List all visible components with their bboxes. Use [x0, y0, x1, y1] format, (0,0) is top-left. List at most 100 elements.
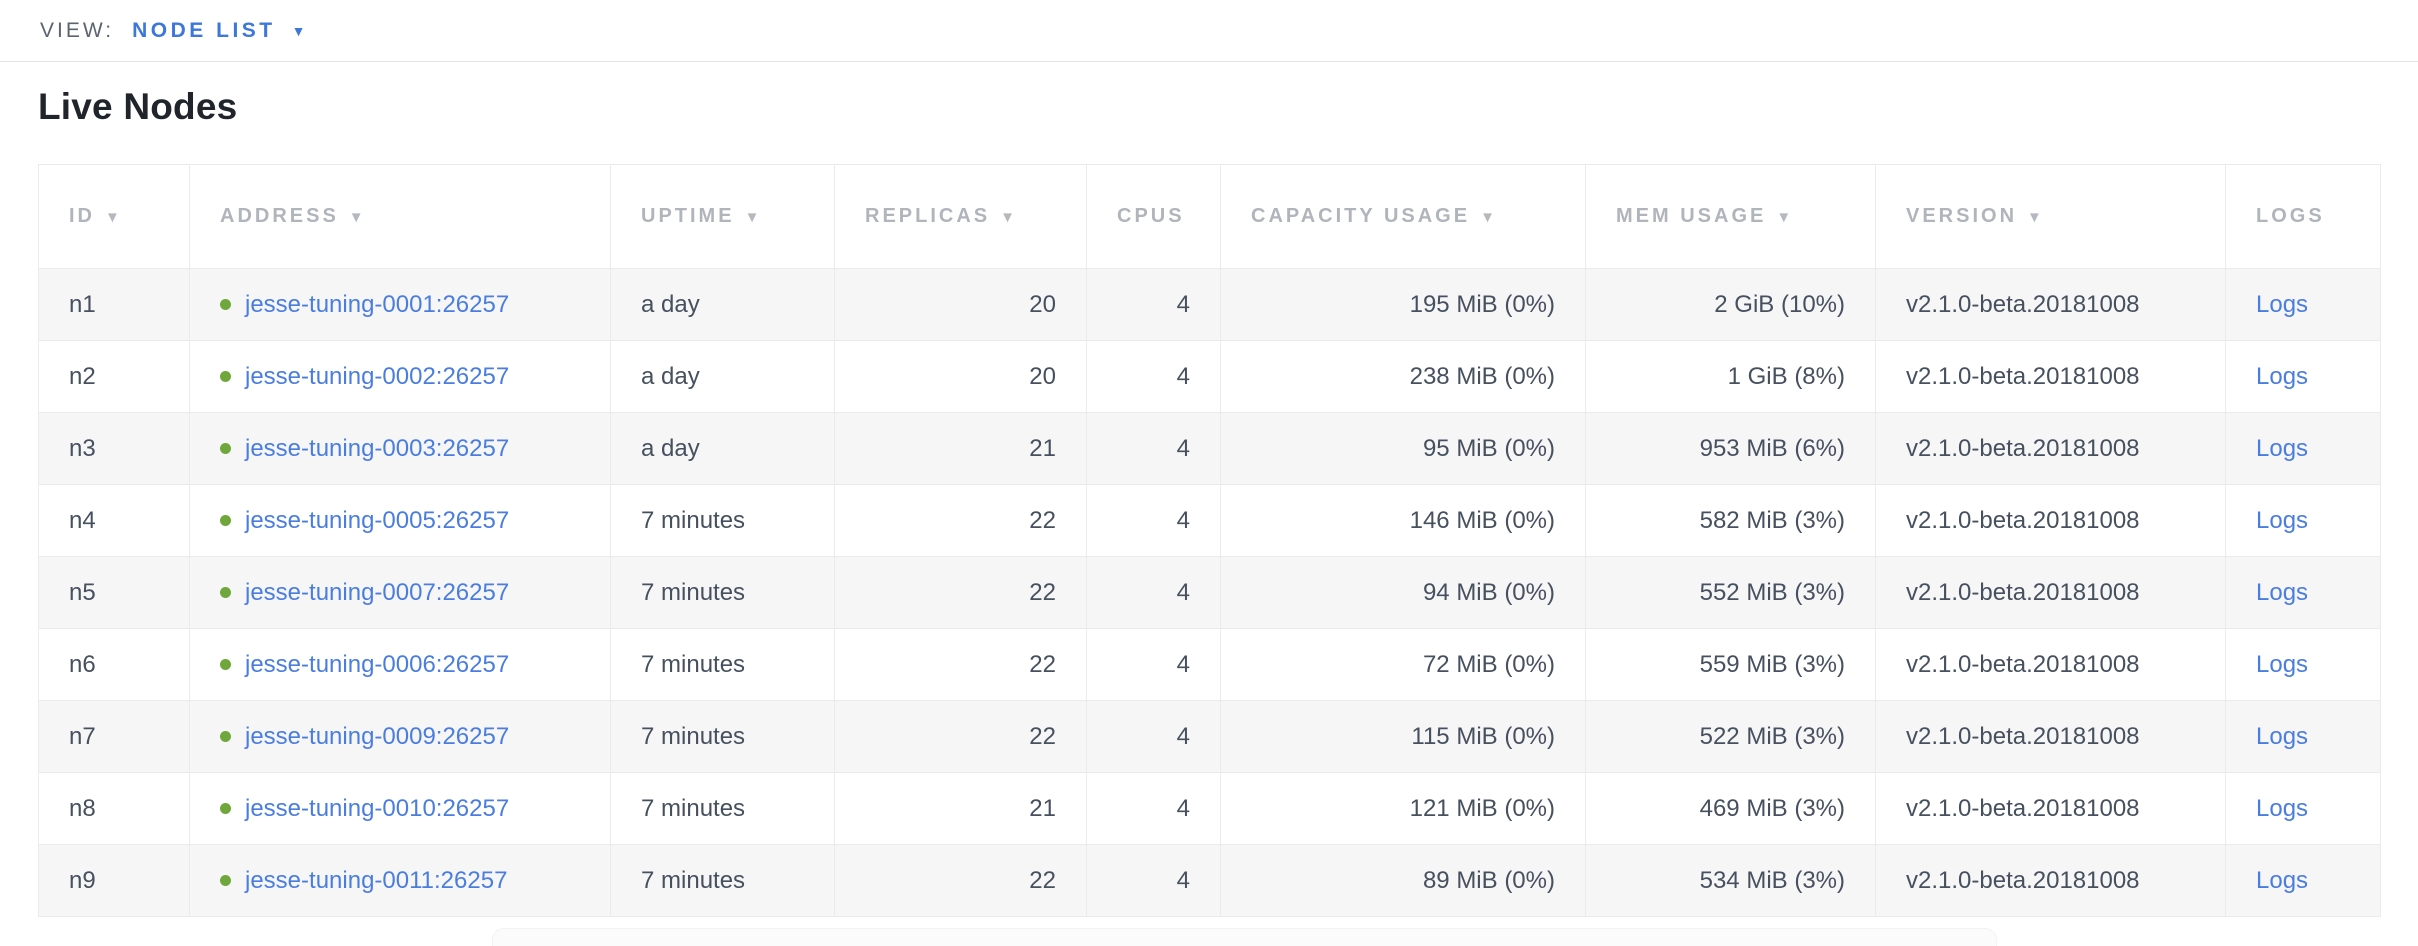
- cell-uptime: a day: [610, 268, 835, 341]
- column-header-cpus: CPUS: [1086, 164, 1221, 269]
- cell-logs: Logs: [2225, 628, 2381, 701]
- node-live-dot: [220, 586, 231, 598]
- table-row: n9 jesse-tuning-0011:26257 7 minutes 22 4 89 …: [38, 844, 2381, 917]
- cell-replicas: 22: [834, 700, 1087, 773]
- node-live-dot: [220, 730, 231, 742]
- logs-link[interactable]: Logs: [2256, 650, 2309, 678]
- cell-logs: Logs: [2225, 268, 2381, 341]
- node-live-dot: [220, 298, 231, 310]
- logs-link[interactable]: Logs: [2256, 290, 2309, 318]
- logs-link[interactable]: Logs: [2256, 722, 2309, 750]
- cell-mem: 1 GiB (8%): [1585, 340, 1876, 413]
- logs-link[interactable]: Logs: [2256, 578, 2309, 606]
- cell-mem: 2 GiB (10%): [1585, 268, 1876, 341]
- table-row: n7 jesse-tuning-0009:26257 7 minutes 22 4 115…: [38, 700, 2381, 773]
- column-header-label: MEM USAGE: [1616, 205, 1767, 227]
- cell-logs: Logs: [2225, 412, 2381, 485]
- table-row: n8 jesse-tuning-0010:26257 7 minutes 21 4 121…: [38, 772, 2381, 845]
- column-header-mem[interactable]: MEM USAGE ▼: [1585, 164, 1876, 269]
- cell-mem: 582 MiB (3%): [1585, 484, 1876, 557]
- cell-version: v2.1.0-beta.20181008: [1875, 628, 2226, 701]
- table-row: n4 jesse-tuning-0005:26257 7 minutes 22 4 146…: [38, 484, 2381, 557]
- cell-version: v2.1.0-beta.20181008: [1875, 844, 2226, 917]
- cell-capacity: 195 MiB (0%): [1220, 268, 1586, 341]
- node-live-dot: [220, 442, 231, 454]
- logs-link[interactable]: Logs: [2256, 794, 2309, 822]
- column-header-id[interactable]: ID ▼: [38, 164, 190, 269]
- address-link[interactable]: jesse-tuning-0003:26257: [245, 434, 510, 462]
- cell-address: jesse-tuning-0006:26257: [189, 628, 611, 701]
- cell-capacity: 72 MiB (0%): [1220, 628, 1586, 701]
- chevron-down-icon: ▼: [291, 22, 306, 39]
- cell-address: jesse-tuning-0005:26257: [189, 484, 611, 557]
- cell-address: jesse-tuning-0011:26257: [189, 844, 611, 917]
- column-header-capacity[interactable]: CAPACITY USAGE ▼: [1220, 164, 1586, 269]
- cell-cpus: 4: [1086, 844, 1221, 917]
- cell-mem: 552 MiB (3%): [1585, 556, 1876, 629]
- logs-link[interactable]: Logs: [2256, 434, 2309, 462]
- address-link[interactable]: jesse-tuning-0011:26257: [245, 866, 508, 894]
- address-link[interactable]: jesse-tuning-0002:26257: [245, 362, 510, 390]
- cell-address: jesse-tuning-0003:26257: [189, 412, 611, 485]
- column-header-logs: LOGS: [2225, 164, 2381, 269]
- cell-uptime: 7 minutes: [610, 772, 835, 845]
- cell-mem: 522 MiB (3%): [1585, 700, 1876, 773]
- column-header-label: CPUS: [1117, 205, 1185, 227]
- logs-link[interactable]: Logs: [2256, 362, 2309, 390]
- logs-link[interactable]: Logs: [2256, 506, 2309, 534]
- cell-id: n1: [38, 268, 190, 341]
- cell-replicas: 20: [834, 268, 1087, 341]
- column-header-uptime[interactable]: UPTIME ▼: [610, 164, 835, 269]
- address-link[interactable]: jesse-tuning-0009:26257: [245, 722, 510, 750]
- column-header-label: ID: [69, 205, 95, 227]
- table-row: n5 jesse-tuning-0007:26257 7 minutes 22 4 94 …: [38, 556, 2381, 629]
- table-body: n1 jesse-tuning-0001:26257 a day 20 4 195 MiB…: [38, 268, 2381, 917]
- cell-cpus: 4: [1086, 628, 1221, 701]
- view-select-dropdown[interactable]: NODE LIST ▼: [132, 19, 305, 43]
- view-bar: VIEW: NODE LIST ▼: [0, 0, 2418, 62]
- live-nodes-table: ID ▼ ADDRESS ▼ UPTIME ▼ REPLICAS ▼ CPUS CAPACITY …: [38, 164, 2381, 917]
- sort-desc-icon: ▼: [744, 209, 763, 226]
- sort-desc-icon: ▼: [105, 209, 123, 226]
- cell-cpus: 4: [1086, 772, 1221, 845]
- cell-capacity: 94 MiB (0%): [1220, 556, 1586, 629]
- address-link[interactable]: jesse-tuning-0010:26257: [245, 794, 510, 822]
- cell-address: jesse-tuning-0001:26257: [189, 268, 611, 341]
- cell-address: jesse-tuning-0007:26257: [189, 556, 611, 629]
- sort-desc-icon: ▼: [348, 209, 367, 226]
- sort-desc-icon: ▼: [2027, 209, 2045, 226]
- column-header-replicas[interactable]: REPLICAS ▼: [834, 164, 1087, 269]
- column-header-address[interactable]: ADDRESS ▼: [189, 164, 611, 269]
- cell-capacity: 115 MiB (0%): [1220, 700, 1586, 773]
- address-link[interactable]: jesse-tuning-0005:26257: [245, 506, 510, 534]
- sort-desc-icon: ▼: [1776, 209, 1795, 226]
- cell-replicas: 22: [834, 484, 1087, 557]
- cell-id: n2: [38, 340, 190, 413]
- cell-address: jesse-tuning-0009:26257: [189, 700, 611, 773]
- cell-replicas: 20: [834, 340, 1087, 413]
- cell-uptime: 7 minutes: [610, 556, 835, 629]
- cell-logs: Logs: [2225, 484, 2381, 557]
- address-link[interactable]: jesse-tuning-0007:26257: [245, 578, 510, 606]
- column-header-label: VERSION: [1906, 205, 2018, 227]
- view-label: VIEW:: [40, 18, 115, 42]
- logs-link[interactable]: Logs: [2256, 866, 2309, 894]
- live-nodes-section: Live Nodes ID ▼ ADDRESS ▼ UPTIME ▼ REPLICAS ▼ CP…: [0, 86, 2418, 917]
- cell-logs: Logs: [2225, 772, 2381, 845]
- table-row: n1 jesse-tuning-0001:26257 a day 20 4 195 MiB…: [38, 268, 2381, 341]
- address-link[interactable]: jesse-tuning-0001:26257: [245, 290, 510, 318]
- cell-id: n4: [38, 484, 190, 557]
- column-header-label: LOGS: [2256, 205, 2325, 227]
- table-row: n6 jesse-tuning-0006:26257 7 minutes 22 4 72 …: [38, 628, 2381, 701]
- sort-desc-icon: ▼: [1000, 209, 1018, 226]
- cell-mem: 953 MiB (6%): [1585, 412, 1876, 485]
- cell-logs: Logs: [2225, 340, 2381, 413]
- column-header-version[interactable]: VERSION ▼: [1875, 164, 2226, 269]
- cell-capacity: 146 MiB (0%): [1220, 484, 1586, 557]
- cell-cpus: 4: [1086, 340, 1221, 413]
- cell-id: n7: [38, 700, 190, 773]
- cell-replicas: 21: [834, 412, 1087, 485]
- cell-cpus: 4: [1086, 484, 1221, 557]
- cell-uptime: 7 minutes: [610, 628, 835, 701]
- address-link[interactable]: jesse-tuning-0006:26257: [245, 650, 510, 678]
